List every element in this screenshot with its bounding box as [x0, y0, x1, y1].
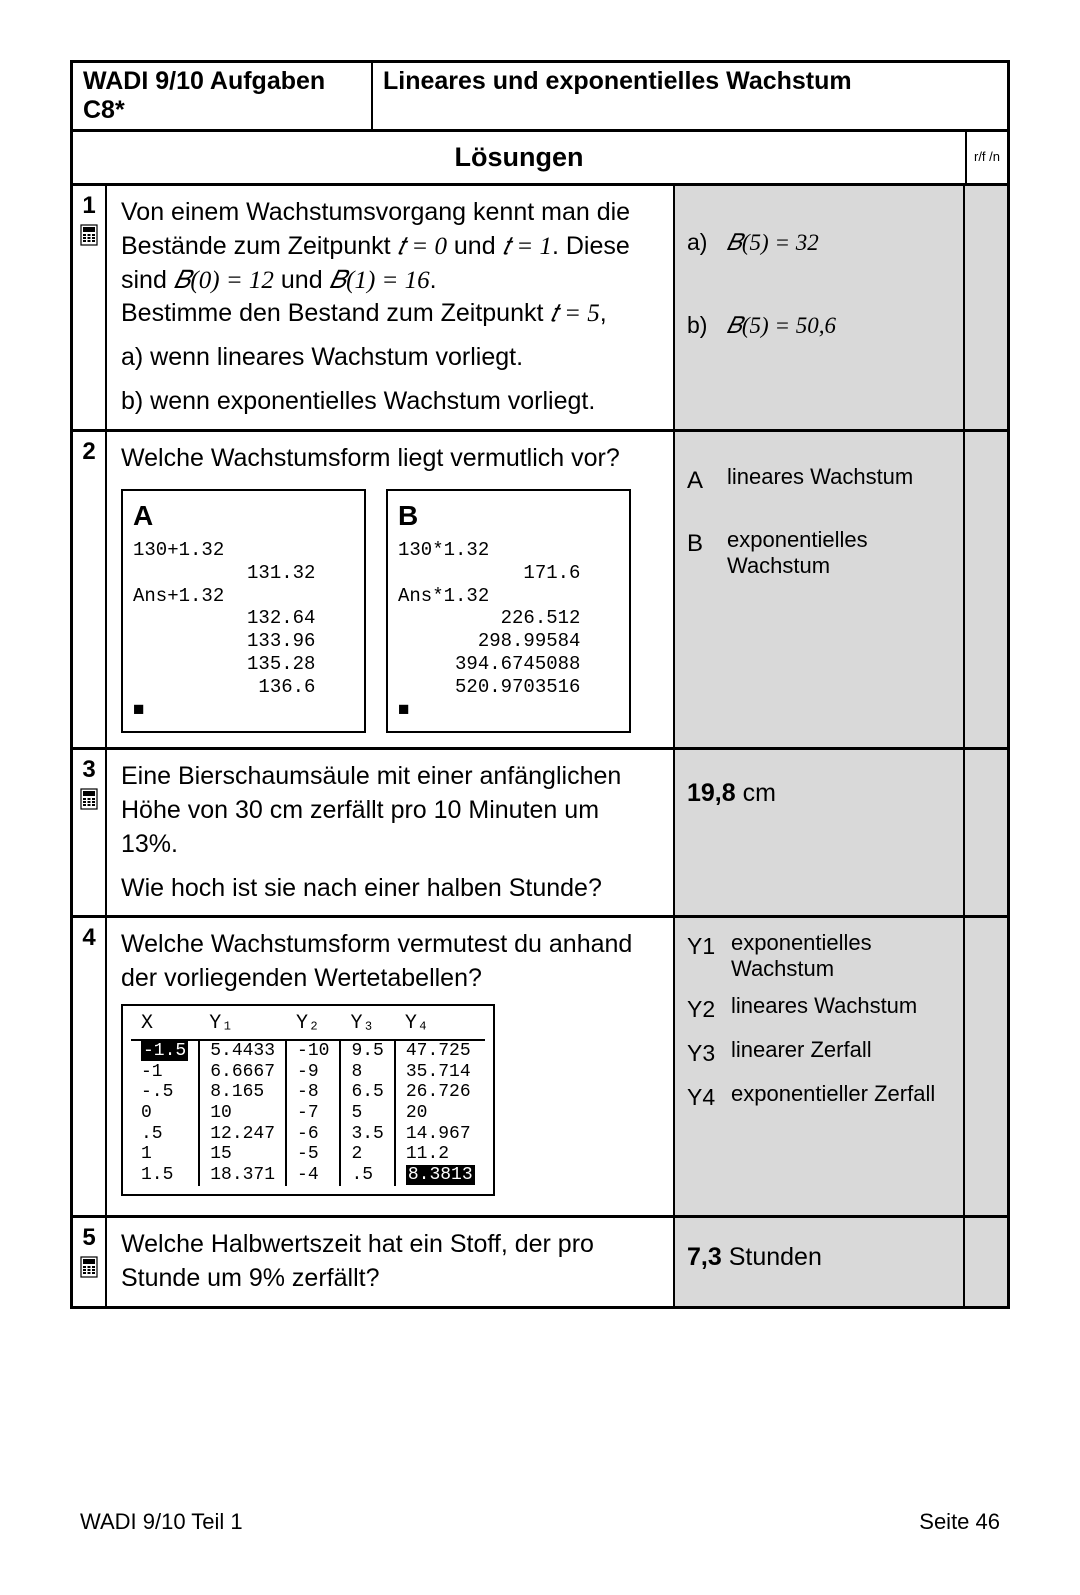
answer-2a-label: A	[687, 464, 717, 498]
task-1: 1 Von einem Wachstumsvorgang kennt man d…	[73, 186, 1007, 432]
answer-3-value: 19,8	[687, 779, 736, 807]
calculator-icon	[80, 1256, 98, 1278]
task-1-answer: a) 𝐵(5) = 32 b) 𝐵(5) = 50,6	[675, 186, 965, 429]
answer-y1-text: exponentielles Wachstum	[731, 930, 951, 981]
answer-2b-label: B	[687, 527, 717, 561]
answer-3-unit: cm	[736, 779, 776, 807]
answer-y4-text: exponentieller Zerfall	[731, 1081, 951, 1106]
task-1-question: Von einem Wachstumsvorgang kennt man die…	[107, 186, 675, 429]
task-5: 5 Welche Halbwertszeit hat ein Stoff, de…	[73, 1218, 1007, 1309]
answer-1a-value: 𝐵(5) = 32	[727, 230, 819, 255]
header-row: WADI 9/10 Aufgaben C8* Lineares und expo…	[73, 63, 1007, 132]
calc-screen-b: B 130*1.32 171.6 Ans*1.32 226.512 298.99…	[386, 489, 631, 733]
answer-y2-text: lineares Wachstum	[731, 993, 951, 1018]
answer-y1-label: Y1	[687, 930, 721, 962]
task-3-question: Eine Bierschaumsäule mit einer anfänglic…	[107, 750, 675, 915]
answer-y3-label: Y3	[687, 1037, 721, 1069]
answer-2a-text: lineares Wachstum	[727, 464, 951, 490]
calculator-icon	[80, 224, 98, 246]
task-5-answer: 7,3 Stunden	[675, 1218, 965, 1306]
worksheet-table: WADI 9/10 Aufgaben C8* Lineares und expo…	[70, 60, 1010, 1309]
task-2-rf	[965, 432, 1007, 748]
task-5-number: 5	[73, 1218, 107, 1306]
value-table: XY₁Y₂Y₃Y₄-1.55.4433-109.547.725-16.6667-…	[121, 1004, 495, 1196]
subheader-row: Lösungen r/f /n	[73, 132, 1007, 186]
task-2: 2 Welche Wachstumsform liegt vermutlich …	[73, 432, 1007, 751]
task-4-number: 4	[73, 918, 107, 1215]
task-4-question: Welche Wachstumsform vermutest du anhand…	[107, 918, 675, 1215]
answer-5-value: 7,3	[687, 1243, 722, 1271]
task-3-rf	[965, 750, 1007, 915]
answer-5-unit: Stunden	[722, 1243, 822, 1271]
task-3: 3 Eine Bierschaumsäule mit einer anfängl…	[73, 750, 1007, 918]
footer-right: Seite 46	[919, 1509, 1000, 1535]
footer-left: WADI 9/10 Teil 1	[80, 1509, 243, 1535]
task-2-number: 2	[73, 432, 107, 748]
answer-y3-text: linearer Zerfall	[731, 1037, 951, 1062]
task-2-answer: A lineares Wachstum B exponentielles Wac…	[675, 432, 965, 748]
answer-1b-label: b)	[687, 312, 707, 338]
task-1-rf	[965, 186, 1007, 429]
task-3-answer: 19,8 cm	[675, 750, 965, 915]
header-right: Lineares und exponentielles Wachstum	[373, 63, 1007, 129]
answer-1b-value: 𝐵(5) = 50,6	[727, 313, 836, 338]
rf-label: r/f /n	[965, 132, 1007, 183]
calculator-icon	[80, 788, 98, 810]
page: WADI 9/10 Aufgaben C8* Lineares und expo…	[0, 0, 1080, 1595]
answer-2b-text: exponentielles Wachstum	[727, 527, 951, 580]
task-5-question: Welche Halbwertszeit hat ein Stoff, der …	[107, 1218, 675, 1306]
calc-screen-a: A 130+1.32 131.32 Ans+1.32 132.64 133.96…	[121, 489, 366, 733]
answer-y4-label: Y4	[687, 1081, 721, 1113]
task-3-number: 3	[73, 750, 107, 915]
task-4-answer: Y1 exponentielles Wachstum Y2 lineares Wac…	[675, 918, 965, 1215]
task-4-rf	[965, 918, 1007, 1215]
page-footer: WADI 9/10 Teil 1 Seite 46	[70, 1309, 1010, 1555]
task-5-rf	[965, 1218, 1007, 1306]
answer-1a-label: a)	[687, 229, 707, 255]
subheader-title: Lösungen	[73, 132, 965, 183]
header-left: WADI 9/10 Aufgaben C8*	[73, 63, 373, 129]
task-1-number: 1	[73, 186, 107, 429]
task-2-question: Welche Wachstumsform liegt vermutlich vo…	[107, 432, 675, 748]
answer-y2-label: Y2	[687, 993, 721, 1025]
task-4: 4 Welche Wachstumsform vermutest du anha…	[73, 918, 1007, 1218]
